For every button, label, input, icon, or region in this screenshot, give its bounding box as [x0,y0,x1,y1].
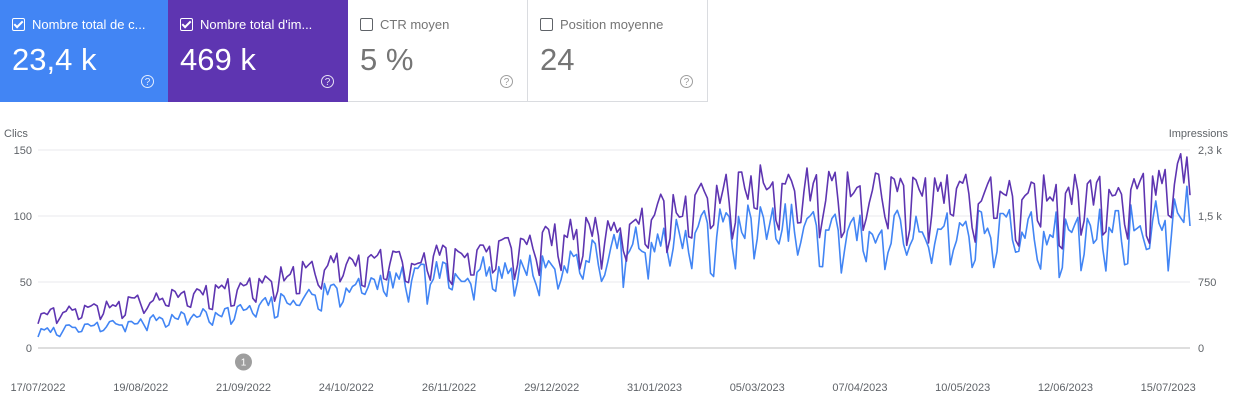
left-axis-tick-label: 0 [26,343,32,355]
metric-card-total-impressions[interactable]: Nombre total d'im... 469 k ? [168,0,348,102]
x-axis-tick-label: 24/10/2022 [319,382,374,394]
metric-card-total-clicks[interactable]: Nombre total de c... 23,4 k ? [0,0,168,102]
series-line-clicks [37,185,1191,338]
x-axis-tick-label: 26/11/2022 [422,382,476,394]
metric-value: 5 % [360,42,414,77]
x-axis-tick-label: 07/04/2023 [832,382,887,394]
left-axis-label: Clics [4,128,28,140]
metric-card-average-position[interactable]: Position moyenne 24 ? [528,0,708,102]
checkbox-icon[interactable] [540,18,553,31]
help-circle-icon[interactable]: ? [141,75,154,88]
metric-label: Position moyenne [560,17,664,32]
metric-value: 23,4 k [12,42,97,77]
metric-card-average-ctr[interactable]: CTR moyen 5 % ? [348,0,528,102]
left-axis-tick-label: 50 [20,277,32,289]
checkbox-icon[interactable] [360,18,373,31]
checkbox-icon[interactable] [180,18,193,31]
x-axis-tick-label: 21/09/2022 [216,382,271,394]
checkbox-icon[interactable] [12,18,25,31]
x-axis-tick-label: 29/12/2022 [524,382,579,394]
performance-line-chart[interactable]: 0 50 100 150 0 750 1,5 k 2,3 k Clics Impressions 1… [0,110,1240,410]
x-axis-tick-label: 31/01/2023 [627,382,682,394]
help-circle-icon[interactable]: ? [321,75,334,88]
series-line-impressions [37,153,1191,325]
help-circle-icon[interactable]: ? [680,75,693,88]
annotation-marker-icon[interactable]: 1 [234,353,252,371]
left-axis-tick-label: 150 [14,145,32,157]
metric-label: Nombre total d'im... [200,17,313,32]
x-axis-tick-label: 05/03/2023 [730,382,785,394]
x-axis-tick-label: 10/05/2023 [935,382,990,394]
x-axis-tick-label: 19/08/2022 [113,382,168,394]
x-axis-tick-label: 15/07/2023 [1141,382,1196,394]
help-circle-icon[interactable]: ? [500,75,513,88]
x-axis-tick-label: 12/06/2023 [1038,382,1093,394]
metric-value: 469 k [180,42,256,77]
annotation-marker-label: 1 [241,358,247,369]
metric-value: 24 [540,42,575,77]
left-axis-tick-label: 100 [14,211,32,223]
metric-label: CTR moyen [380,17,450,32]
right-axis-tick-label: 2,3 k [1198,145,1222,157]
right-axis-tick-label: 0 [1198,343,1204,355]
right-axis-tick-label: 1,5 k [1198,211,1222,223]
right-axis-label: Impressions [1169,128,1229,140]
annotation-marker-circle [234,353,252,371]
metric-label: Nombre total de c... [32,17,146,32]
x-axis-tick-label: 17/07/2022 [10,382,65,394]
right-axis-tick-label: 750 [1198,277,1216,289]
